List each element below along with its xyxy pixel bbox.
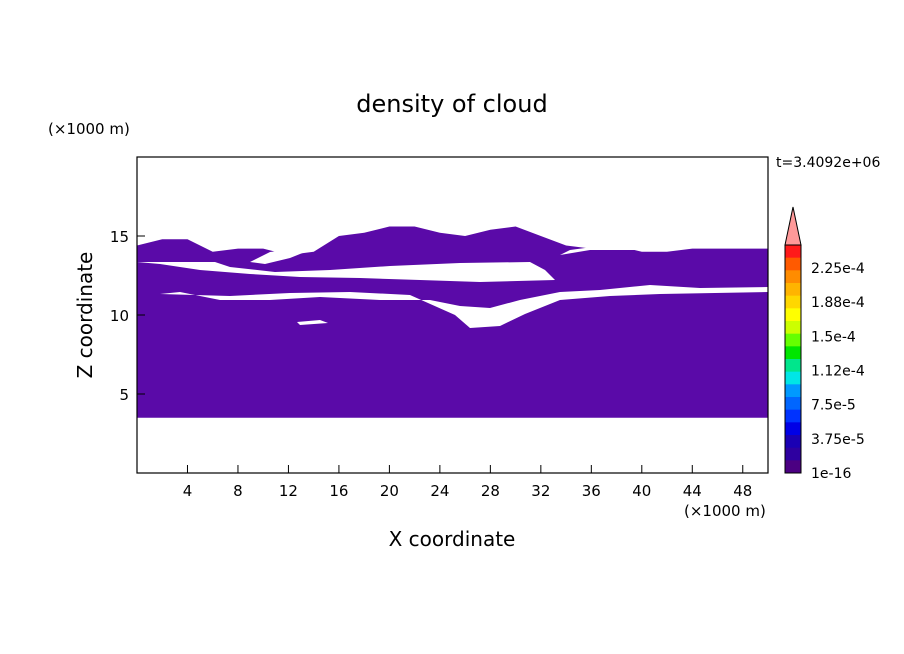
x-tick-label: 36 [582, 482, 601, 500]
x-axis-ticks: 4 8 12 16 20 24 28 32 36 40 44 48 [183, 465, 752, 500]
colorbar-extension [784, 206, 802, 246]
x-tick-label: 48 [733, 482, 752, 500]
colorbar-segment [785, 435, 801, 449]
chart-title: density of cloud [356, 90, 547, 118]
colorbar-segment [785, 397, 801, 411]
x-tick-label: 32 [531, 482, 550, 500]
colorbar-segment [785, 371, 801, 385]
cloud-density-field [137, 226, 768, 418]
cloud-gaps [137, 244, 768, 328]
x-tick-label: 44 [683, 482, 702, 500]
colorbar-segment [785, 308, 801, 322]
colorbar-segment [785, 346, 801, 360]
colorbar-frame [784, 244, 802, 474]
colorbar-segment [785, 333, 801, 347]
time-label: t=3.4092e+06 [776, 155, 880, 171]
y-unit-label: (×1000 m) [48, 120, 130, 138]
colorbar: 2.25e-4 1.88e-4 1.5e-4 1.12e-4 7.5e-5 3.75e-5… [784, 206, 865, 482]
colorbar-segment [785, 270, 801, 284]
colorbar-segment [785, 295, 801, 309]
x-tick-label: 24 [430, 482, 449, 500]
colorbar-segment [785, 384, 801, 398]
colorbar-segment [785, 460, 801, 474]
colorbar-segment [785, 409, 801, 423]
colorbar-segment [785, 245, 801, 259]
colorbar-segment [785, 447, 801, 461]
colorbar-segment [785, 283, 801, 297]
colorbar-segment [785, 257, 801, 271]
x-tick-label: 28 [481, 482, 500, 500]
colorbar-level-label: 3.75e-5 [811, 432, 865, 448]
y-tick-label: 5 [119, 386, 129, 404]
y-axis-label: Z coordinate [73, 252, 97, 379]
y-tick-label: 15 [110, 228, 129, 246]
colorbar-level-label: 1.5e-4 [811, 329, 856, 345]
colorbar-level-label: 7.5e-5 [811, 398, 856, 414]
x-tick-label: 12 [279, 482, 298, 500]
x-tick-label: 20 [380, 482, 399, 500]
y-tick-label: 10 [110, 307, 129, 325]
x-tick-label: 16 [329, 482, 348, 500]
colorbar-segment [785, 422, 801, 436]
colorbar-segment [785, 359, 801, 373]
y-axis-ticks: 5 10 15 [110, 228, 145, 404]
colorbar-level-label: 2.25e-4 [811, 261, 865, 277]
colorbar-segment [785, 321, 801, 335]
colorbar-level-label: 1.12e-4 [811, 364, 865, 380]
colorbar-level-label: 1.88e-4 [811, 295, 865, 311]
x-tick-label: 40 [632, 482, 651, 500]
colorbar-level-label: 1e-16 [811, 466, 851, 482]
x-axis-label: X coordinate [389, 527, 516, 551]
x-unit-label: (×1000 m) [684, 502, 766, 520]
x-tick-label: 8 [233, 482, 243, 500]
x-tick-label: 4 [183, 482, 193, 500]
